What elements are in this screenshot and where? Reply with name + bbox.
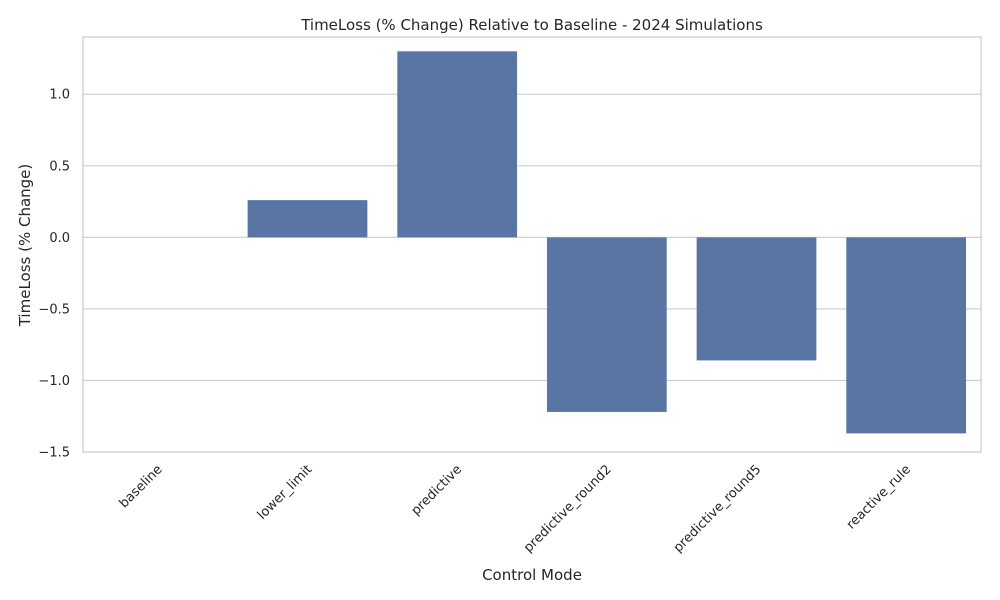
bars (97, 51, 967, 434)
y-tick-label: 0.5 (49, 159, 70, 174)
bar-predictive_round2 (546, 237, 667, 412)
y-tick-label: −1.5 (38, 446, 70, 461)
plot-frame (82, 36, 982, 453)
y-axis-label: TimeLoss (% Change) (16, 164, 34, 328)
y-tick-label: 1.0 (49, 88, 70, 103)
x-tick-label-predictive: predictive (409, 462, 465, 518)
chart-title: TimeLoss (% Change) Relative to Baseline… (300, 16, 763, 34)
bar-predictive_round5 (696, 237, 817, 361)
y-tick-labels: −1.5 −1.0 −0.5 0.0 0.5 1.0 (38, 88, 70, 461)
bar-predictive (397, 51, 518, 238)
y-tick-label: 0.0 (49, 231, 70, 246)
x-tick-label-lower_limit: lower_limit (255, 462, 316, 523)
x-tick-label-baseline: baseline (117, 462, 166, 511)
x-tick-labels: baseline lower_limit predictive predictive_… (117, 462, 914, 556)
x-tick-label-predictive_round5: predictive_round5 (671, 462, 765, 556)
bar-lower_limit (247, 200, 368, 238)
y-tick-label: −0.5 (38, 302, 70, 317)
x-tick-label-reactive_rule: reactive_rule (844, 462, 914, 532)
x-tick-label-predictive_round2: predictive_round2 (521, 462, 615, 556)
bar-reactive_rule (846, 237, 967, 434)
y-tick-label: −1.0 (38, 374, 70, 389)
x-axis-label: Control Mode (482, 566, 582, 584)
